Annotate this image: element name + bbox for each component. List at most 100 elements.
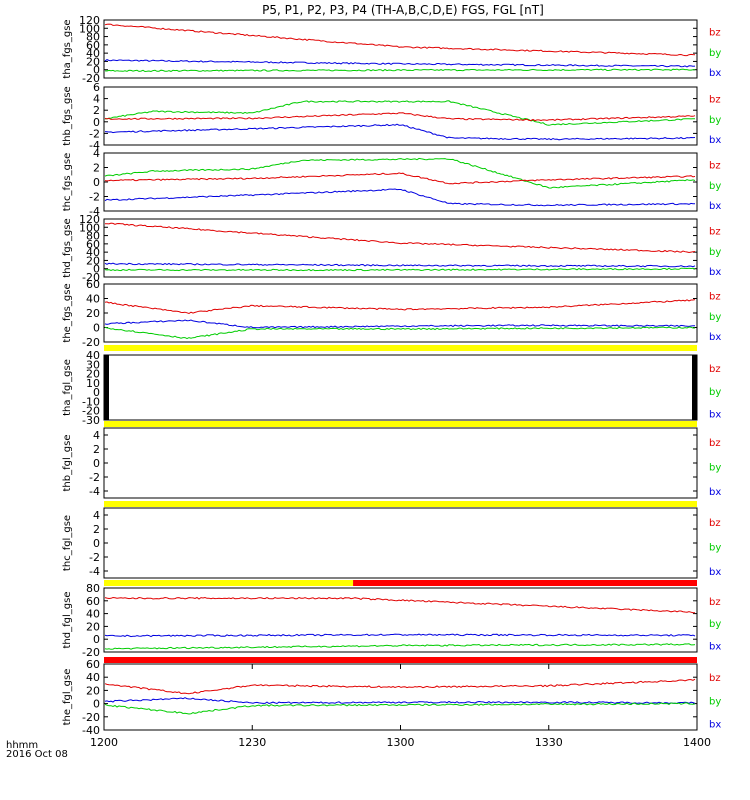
panel-thc_fgl_gse: 420-2-4 thc_fgl_gse bz by bx: [62, 501, 721, 579]
series-by-line: [104, 68, 695, 73]
series-bx-line: [104, 59, 696, 68]
series-bx-line: [104, 697, 696, 705]
status-bar-yellow: [104, 580, 354, 586]
y-tick-label: 40: [86, 47, 100, 60]
panel-thc_fgs_gse: 4 20 -2-4 thc_fgs_gse bz by bx: [62, 147, 721, 218]
y-tick-label: 20: [86, 307, 100, 320]
series-bz-line: [104, 596, 696, 614]
y-tick-label: 20: [86, 684, 100, 697]
legend-by: by: [709, 115, 721, 126]
y-tick-label: 0: [93, 176, 100, 189]
y-tick-label: 6: [93, 81, 100, 94]
y-tick-label: 0: [93, 457, 100, 470]
legend-bx: bx: [709, 135, 721, 146]
legend-bz: bz: [709, 438, 721, 449]
y-axis-label: thd_fgl_gse: [62, 592, 73, 649]
x-tick-label: 1330: [535, 736, 563, 749]
status-bar-red: [353, 580, 697, 586]
legend-by: by: [709, 543, 721, 554]
legend-by: by: [709, 48, 721, 59]
series-bx-line: [104, 262, 696, 268]
status-bar-yellow: [104, 345, 697, 351]
legend-bz: bz: [709, 161, 721, 172]
y-tick-label: 10: [86, 377, 100, 390]
series-by-line: [104, 157, 696, 189]
legend-bz: bz: [709, 28, 721, 39]
legend-bx: bx: [709, 487, 721, 498]
y-tick-label: 100: [79, 22, 100, 35]
legend-by: by: [709, 387, 721, 398]
legend-by: by: [709, 619, 721, 630]
y-tick-label: 4: [93, 509, 100, 522]
y-tick-label: 0: [93, 322, 100, 335]
legend-bx: bx: [709, 332, 721, 343]
y-tick-label: 0: [93, 116, 100, 129]
y-axis-label: thd_fgs_gse: [62, 218, 73, 277]
y-tick-label: 0: [93, 64, 100, 77]
y-tick-label: 40: [86, 349, 100, 362]
y-tick-label: -2: [89, 191, 100, 204]
legend-bz: bz: [709, 364, 721, 375]
y-tick-label: -30: [82, 414, 100, 427]
y-tick-label: -40: [82, 724, 100, 737]
y-tick-label: -20: [82, 72, 100, 85]
y-tick-label: -20: [82, 271, 100, 284]
y-tick-label: 20: [86, 55, 100, 68]
y-tick-label: 2: [93, 523, 100, 536]
y-axis-label: thb_fgs_gse: [62, 86, 73, 145]
legend-bx: bx: [709, 567, 721, 578]
x-tick-label: 1200: [90, 736, 118, 749]
y-axis-label: thc_fgs_gse: [62, 153, 73, 212]
y-tick-label: 40: [86, 671, 100, 684]
legend-bx: bx: [709, 201, 721, 212]
data-gap-left: [104, 355, 109, 420]
y-tick-label: 0: [93, 263, 100, 276]
series-bz-line: [104, 172, 696, 185]
y-axis-label: thc_fgl_gse: [62, 515, 73, 571]
panel-frame: [103, 354, 698, 421]
series-bz-line: [104, 299, 696, 315]
y-tick-label: 120: [79, 213, 100, 226]
panel-frame: [103, 19, 698, 79]
y-tick-label: 60: [86, 595, 100, 608]
panel-frame: [103, 86, 698, 146]
x-tick-label: 1230: [238, 736, 266, 749]
y-tick-label: 40: [86, 246, 100, 259]
series-bz-line: [104, 678, 696, 695]
panel-frame: [103, 427, 698, 499]
plot-title: P5, P1, P2, P3, P4 (TH-A,B,C,D,E) FGS, F…: [262, 3, 544, 17]
y-tick-label: 2: [93, 443, 100, 456]
y-axis-label: the_fgs_gse: [62, 283, 73, 342]
y-axis-label: tha_fgl_gse: [62, 359, 73, 416]
y-tick-label: -2: [89, 471, 100, 484]
data-gap-right: [692, 355, 697, 420]
y-tick-label: 4: [93, 147, 100, 160]
y-tick-label: 2: [93, 104, 100, 117]
y-tick-label: 60: [86, 658, 100, 671]
y-tick-label: 100: [79, 221, 100, 234]
legend-bz: bz: [709, 673, 721, 684]
status-bar-yellow: [104, 501, 697, 507]
legend-by: by: [709, 247, 721, 258]
y-axis-label: the_fgl_gse: [62, 669, 73, 726]
y-tick-label: -4: [89, 565, 100, 578]
y-tick-label: -4: [89, 205, 100, 218]
y-tick-label: 0: [93, 386, 100, 399]
y-tick-label: -20: [82, 336, 100, 349]
y-tick-label: -20: [82, 711, 100, 724]
date-label: 2016 Oct 08: [6, 749, 68, 760]
panel-frame: [103, 587, 698, 653]
y-axis-label: tha_fgs_gse: [62, 19, 73, 78]
y-tick-label: 80: [86, 582, 100, 595]
legend-bz: bz: [709, 292, 721, 303]
legend-by: by: [709, 696, 721, 707]
series-bx-line: [104, 319, 695, 329]
x-tick-label: 1400: [683, 736, 711, 749]
y-tick-label: 30: [86, 358, 100, 371]
series-by-line: [104, 702, 696, 715]
series-bz-line: [105, 222, 696, 254]
panel-frame: [103, 507, 698, 579]
